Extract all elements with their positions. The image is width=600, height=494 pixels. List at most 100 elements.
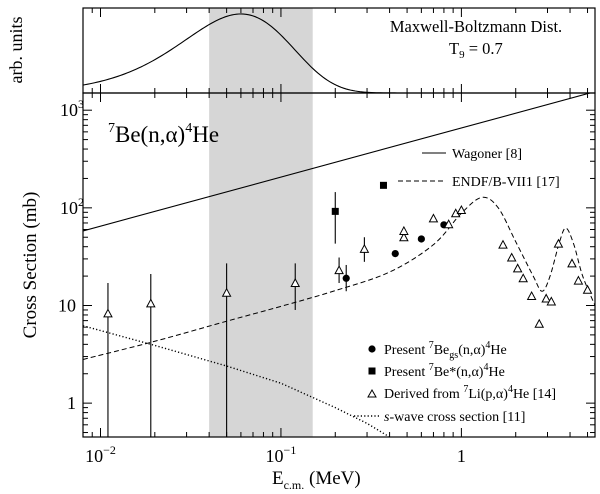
triangle-point-3 [290,277,301,287]
y-tick-label-2: 102 [60,195,84,218]
y-tick-base: 10 [60,100,78,120]
lg0-p6: ) [481,343,486,358]
reaction-main: Be(n, [115,122,165,147]
legend-square-label: Present 7Be*(n,α)4He [384,362,505,380]
lg0-p5: α [473,343,481,358]
lg1-p2: Be*(n, [434,365,472,380]
lg0-p4: (n, [458,343,473,358]
reaction-mass-4: 4 [185,121,192,136]
lg2-p3: α [496,387,504,402]
legend-square-marker [368,367,376,375]
lg2-p0: Derived from [384,387,463,402]
lg1-p1: 7 [429,362,434,373]
reaction-label: 7Be(n,α)4He [108,121,219,147]
reaction-tail: He [192,122,219,147]
lg0-p0: Present [384,343,429,358]
legend-top: Wagoner [8] ENDF/B-VII1 [17] [398,147,560,190]
x-tick-exponent: −2 [103,443,116,457]
main-plot-layer [83,93,595,437]
triangle-point-23 [582,284,593,294]
legend-circle-marker [368,345,376,353]
y-tick-base: 10 [60,198,78,218]
circle-point-0 [342,274,350,282]
main-panel-frame [82,92,596,438]
triangle-point-13 [506,252,517,262]
lg0-p2: Be [434,343,450,358]
triangle-point-18 [541,293,552,303]
reaction-mass-7: 7 [108,121,115,136]
y-tick-exponent: 2 [78,195,84,209]
x-tick-label-0: 10−2 [85,443,116,466]
triangle-point-7 [399,225,409,235]
mb-t-symbol: T [449,39,459,58]
x-tick-labels: 10−2 10−1 1 [85,443,466,466]
top-panel-ylabel: arb. units [6,17,26,84]
legend-endf-label: ENDF/B-VII1 [17] [452,175,560,190]
triangle-point-11 [456,204,467,215]
circle-point-1 [391,249,399,258]
y-tick-label-3: 103 [60,97,84,120]
triangle-point-1 [145,298,156,308]
x-tick-base: 10 [85,446,103,466]
main-ylabel: Cross Section (mb) [20,192,41,339]
gamow-band-main [209,93,313,437]
xlabel-unit: (MeV) [304,468,360,489]
axis-ticks [82,8,595,437]
triangle-point-12 [498,239,508,249]
xlabel-sub: c.m. [284,478,305,492]
lg1-p3: α [471,365,479,380]
legend-triangle-label: Derived from 7Li(p,α)4He [14] [384,384,556,402]
triangle-point-0 [103,308,113,318]
triangle-point-6 [399,232,409,242]
triangle-point-2 [221,287,232,297]
triangle-point-14 [512,263,523,273]
lg2-p2: Li(p, [468,387,496,402]
triangle-point-19 [546,296,557,306]
mb-t-subscript: 9 [459,49,465,61]
square-point-0 [331,207,339,215]
triangle-point-9 [443,219,454,229]
y-tick-label-1: 10 [58,295,76,315]
y-tick-exponent: 3 [78,97,84,111]
circle-point-2 [417,235,425,243]
x-tick-label-2: 1 [457,446,466,466]
square-point-1 [379,181,387,189]
lg0-p7: 4 [485,340,490,351]
triangle-point-16 [526,290,537,301]
lg0-p3: gs [449,350,458,361]
lg0-p8: He [490,343,506,358]
lg2-p5: 4 [508,384,513,395]
reaction-close: ) [178,122,186,147]
triangle-point-8 [428,213,439,223]
lg2-p4: ) [503,387,508,402]
triangle-point-17 [534,318,545,328]
reaction-alpha: α [165,122,177,147]
triangle-point-22 [573,275,584,285]
legend-bottom: Present 7Begs(n,α)4He Present 7Be*(n,α)4… [354,340,556,425]
lg3-p1: -wave cross section [11] [389,410,525,425]
lg1-p5: 4 [483,362,488,373]
lg2-p6: He [14] [513,387,556,402]
y-tick-base: 10 [58,295,76,315]
main-xlabel: Ec.m. (MeV) [272,468,361,492]
lg2-p1: 7 [463,384,468,395]
gamow-band-top [209,8,313,93]
mb-annotation-line2: T9 = 0.7 [449,39,503,61]
x-tick-base: 10 [266,446,284,466]
maxwell-boltzmann-curve [83,13,595,93]
y-tick-base: 1 [67,393,76,413]
y-tick-label-0: 1 [67,393,76,413]
triangle-point-15 [518,273,529,283]
data-points-layer [103,181,593,437]
triangle-point-4 [334,265,344,275]
mb-t-value: = 0.7 [465,39,503,58]
legend-circle-label: Present 7Begs(n,α)4He [384,340,507,361]
triangle-point-20 [553,238,564,248]
x-tick-exponent: −1 [284,443,297,457]
lg1-p0: Present [384,365,429,380]
lg0-p1: 7 [429,340,434,351]
mb-annotation-line1: Maxwell-Boltzmann Dist. [390,17,562,36]
x-tick-base: 1 [457,446,466,466]
